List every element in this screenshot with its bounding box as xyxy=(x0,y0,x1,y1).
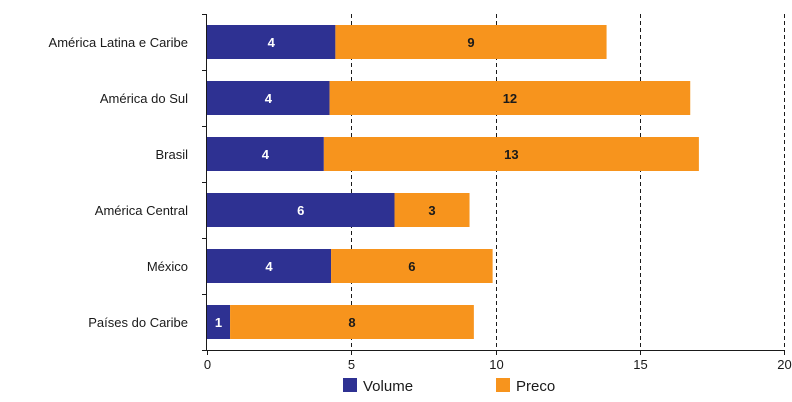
data-label-preco-3: 3 xyxy=(428,203,435,218)
bar-volume-5 xyxy=(207,305,231,339)
data-label-volume-1: 4 xyxy=(265,91,273,106)
category-label-3: América Central xyxy=(95,203,188,218)
bar-preco-2 xyxy=(323,137,699,171)
data-label-volume-0: 4 xyxy=(268,35,276,50)
legend-swatch-volume xyxy=(343,378,357,392)
x-tick-label-2: 10 xyxy=(489,357,503,372)
bar-preco-1 xyxy=(329,81,691,115)
category-label-4: México xyxy=(147,259,188,274)
category-label-1: América do Sul xyxy=(100,91,188,106)
x-tick-label-1: 5 xyxy=(348,357,355,372)
category-label-0: América Latina e Caribe xyxy=(49,35,188,50)
category-label-2: Brasil xyxy=(155,147,188,162)
bar-preco-5 xyxy=(230,305,474,339)
bar-preco-4 xyxy=(331,249,493,283)
x-tick-label-0: 0 xyxy=(204,357,211,372)
bar-preco-0 xyxy=(335,25,607,59)
bar-volume-0 xyxy=(207,25,336,59)
data-label-volume-5: 1 xyxy=(215,315,222,330)
bar-preco-3 xyxy=(394,193,470,227)
bar-volume-1 xyxy=(207,81,330,115)
data-label-preco-4: 6 xyxy=(408,259,415,274)
category-label-5: Países do Caribe xyxy=(88,315,188,330)
x-tick-label-3: 15 xyxy=(633,357,647,372)
legend: Volume Preco xyxy=(343,378,555,395)
data-label-preco-1: 12 xyxy=(503,91,517,106)
legend-swatch-preco xyxy=(496,378,510,392)
bar-volume-3 xyxy=(207,193,395,227)
data-labels: 4 9 4 12 4 13 6 3 4 6 1 8 xyxy=(215,35,519,330)
data-label-volume-2: 4 xyxy=(262,147,270,162)
legend-label-preco: Preco xyxy=(516,378,555,395)
legend-label-volume: Volume xyxy=(363,378,413,395)
data-label-preco-2: 13 xyxy=(504,147,518,162)
bar-volume-2 xyxy=(207,137,324,171)
data-label-volume-4: 4 xyxy=(265,259,273,274)
axes: América Latina e Caribe América do Sul Bra… xyxy=(49,14,792,372)
data-label-preco-5: 8 xyxy=(348,315,355,330)
data-label-volume-3: 6 xyxy=(297,203,304,218)
x-tick-label-4: 20 xyxy=(777,357,791,372)
bars xyxy=(207,25,699,339)
grid-lines xyxy=(351,14,785,350)
data-label-preco-0: 9 xyxy=(467,35,474,50)
bar-volume-4 xyxy=(207,249,332,283)
